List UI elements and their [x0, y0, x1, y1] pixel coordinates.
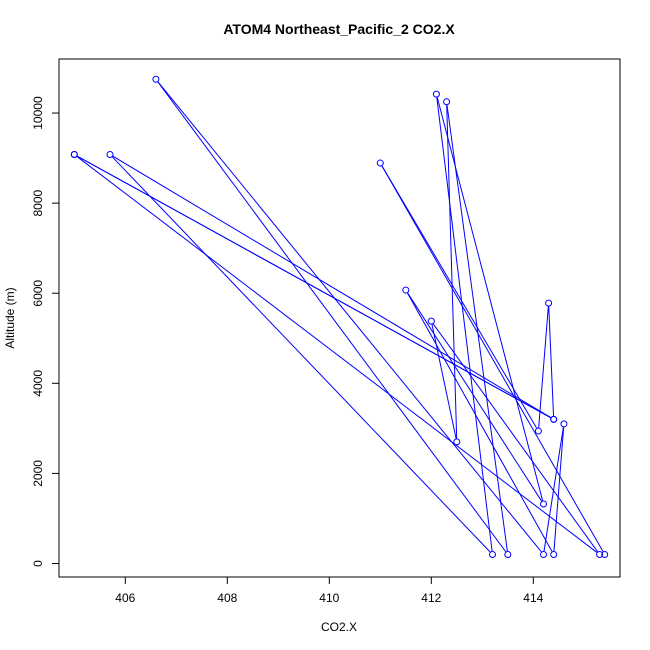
series-segment [157, 81, 542, 553]
x-tick-label: 406 [115, 591, 135, 605]
y-tick-label: 10000 [31, 96, 45, 130]
data-point [432, 90, 440, 98]
chart-title: ATOM4 Northeast_Pacific_2 CO2.X [223, 21, 455, 37]
y-axis-label: Altitude (m) [3, 287, 17, 348]
y-tick-label: 6000 [31, 280, 45, 307]
series-segment [548, 306, 555, 416]
x-tick-label: 412 [421, 591, 441, 605]
data-point [560, 420, 568, 428]
series-segment [436, 97, 493, 552]
series-segment [381, 165, 538, 429]
data-point [540, 500, 547, 508]
series-segment [112, 155, 552, 419]
data-point [106, 150, 114, 158]
data-point [70, 150, 78, 158]
x-tick-label: 408 [217, 591, 237, 605]
series-segment [407, 292, 553, 552]
x-axis: 406 408 410 412 414 [115, 576, 544, 605]
series-layer [70, 75, 609, 558]
y-tick-label: 8000 [31, 189, 45, 216]
y-tick-label: 4000 [31, 370, 45, 397]
series-segment [111, 156, 491, 553]
series-segment [157, 81, 507, 553]
series-segment [381, 165, 604, 552]
series-segment [553, 427, 565, 552]
y-tick-label: 0 [31, 560, 45, 567]
data-point [453, 438, 461, 446]
data-point [601, 550, 609, 558]
y-tick-label: 2000 [31, 460, 45, 487]
data-point [376, 159, 384, 167]
series-segment [407, 292, 543, 502]
series-segment [76, 156, 598, 553]
x-tick-label: 414 [523, 591, 543, 605]
series-segment [538, 306, 549, 428]
x-tick-label: 410 [319, 591, 339, 605]
data-point [402, 286, 410, 294]
series-segment [431, 324, 457, 439]
data-point [550, 550, 558, 558]
series-segment [543, 427, 564, 552]
series-segment [432, 323, 599, 553]
data-point [545, 299, 553, 307]
data-point [534, 427, 542, 435]
data-point [427, 317, 435, 325]
series-segment [77, 155, 551, 419]
plot-frame [58, 58, 621, 578]
data-point [540, 550, 547, 558]
data-point [489, 550, 496, 558]
data-point [550, 415, 558, 423]
data-point [504, 550, 512, 558]
y-axis: 0 2000 4000 6000 8000 10000 [31, 96, 60, 567]
data-point [443, 98, 451, 106]
series-segment [446, 105, 458, 439]
data-point [152, 75, 160, 83]
x-axis-label: CO2.X [321, 620, 357, 634]
data-point [596, 550, 604, 558]
